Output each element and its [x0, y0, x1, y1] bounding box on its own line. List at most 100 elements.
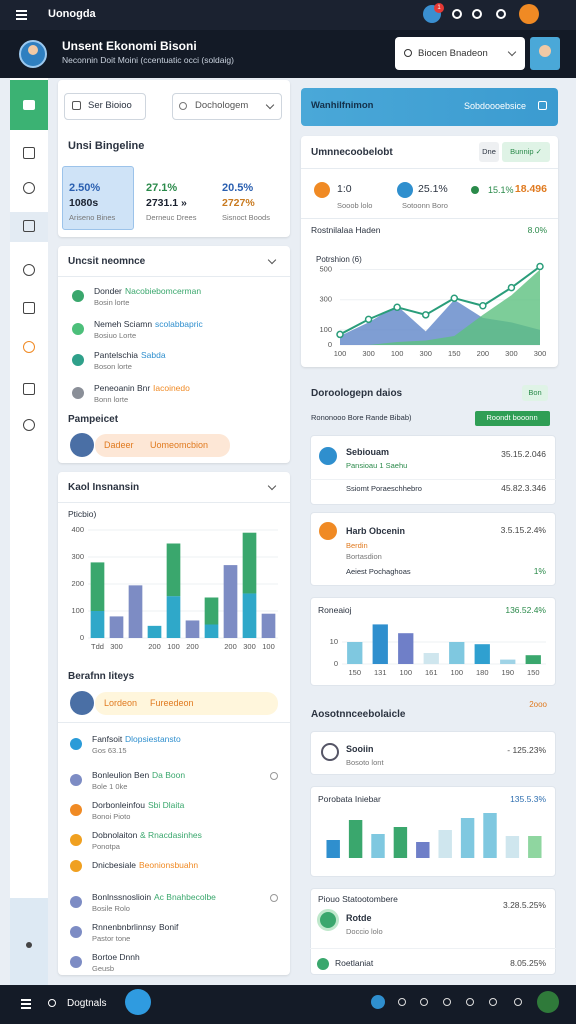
card [310, 435, 556, 505]
banner-action[interactable]: Sobdoooebsice [463, 101, 526, 111]
button[interactable] [502, 142, 550, 162]
item-title: Bonleulion Ben [92, 770, 150, 781]
item-title: Rnnenbnbrlinnsy [92, 922, 156, 933]
list-icon [72, 323, 84, 335]
item-title: Dnicbesiale [92, 860, 136, 871]
divider [58, 502, 290, 503]
icon-button[interactable] [466, 998, 474, 1006]
icon-button[interactable] [420, 998, 428, 1006]
list-icon [70, 926, 82, 938]
stat-card-active[interactable] [62, 166, 134, 230]
menu-icon [21, 1007, 31, 1009]
banner-icon [538, 101, 547, 110]
metric-icon [314, 182, 330, 198]
nav-icon[interactable] [23, 220, 35, 232]
card-sub: Bosoto lont [346, 757, 384, 767]
icon-button[interactable] [452, 9, 462, 19]
nav-icon[interactable] [23, 147, 35, 159]
icon-button[interactable] [496, 9, 506, 19]
button-label[interactable]: Dne [482, 146, 496, 156]
badge [434, 3, 444, 13]
nav-icon[interactable] [26, 942, 32, 948]
item-sub: Bosin lorte [94, 297, 130, 307]
item-accent: Sabda [141, 350, 166, 361]
nav-icon[interactable] [23, 341, 35, 353]
radio[interactable] [270, 772, 278, 780]
button[interactable] [479, 142, 499, 162]
nav-icon[interactable] [23, 302, 35, 314]
nav-icon[interactable] [23, 383, 35, 395]
icon-button[interactable] [489, 998, 497, 1006]
card-row: Aeiest Pochaghoas [346, 566, 411, 576]
sidebar-footer [10, 898, 48, 985]
radio[interactable] [270, 894, 278, 902]
card-title: Sooiin [346, 744, 374, 754]
stat-value: 1080s [69, 197, 99, 210]
item-accent: Dlopsiestansto [125, 734, 181, 745]
menu-icon [16, 10, 27, 12]
item-title: Bortoe Dnnh [92, 952, 140, 963]
section-title: Berafnn Iiteys [68, 670, 135, 682]
item-sub: Geusb [92, 963, 115, 973]
list-icon [70, 956, 82, 968]
menu-icon [16, 18, 27, 20]
profile-name: Dadeer [104, 440, 134, 450]
card-icon [319, 447, 337, 465]
search-input[interactable] [395, 37, 525, 70]
card-icon [317, 958, 329, 970]
axis-label: Pticbio) [68, 509, 97, 520]
banner-title: Wanhilfnimon [311, 99, 374, 111]
card-icon [321, 743, 339, 761]
badge-label: Bon [528, 387, 542, 397]
icon-button[interactable] [443, 998, 451, 1006]
section-title: Doroologepn daios [311, 387, 403, 399]
subtitle: Rostnilalaa Haden [311, 225, 381, 236]
item-accent: Nacobiebomcerman [125, 286, 202, 297]
card-title: Porobata Iniebar [318, 794, 381, 805]
card-title: Rotde [346, 913, 372, 923]
stat-value: 2731.1 » [146, 197, 187, 210]
icon-button[interactable] [371, 995, 385, 1009]
nav-icon[interactable] [23, 182, 35, 194]
search-text: Ser Bioioo [88, 99, 132, 111]
card-row-value: 45.82.3.346 [501, 483, 546, 494]
stat-note: Sisnoct Boods [222, 212, 270, 222]
stat-change: 20.5% [222, 182, 254, 194]
card-value: 35.15.2.046 [501, 449, 546, 460]
avatar-face [28, 45, 38, 55]
list-icon [70, 860, 82, 872]
bottom-bar [0, 985, 576, 1024]
dropdown[interactable] [172, 93, 282, 120]
divider [58, 276, 290, 277]
stat-change: 27.1% [146, 182, 178, 194]
user-avatar[interactable] [537, 991, 559, 1013]
badge[interactable] [522, 385, 548, 401]
profile-tag: Fureedeon [150, 698, 194, 708]
divider [58, 722, 290, 723]
filter-badge[interactable] [475, 411, 550, 426]
card-value: 135.5.3% [510, 794, 546, 805]
profile-pill[interactable] [95, 434, 230, 457]
search-icon[interactable] [48, 999, 56, 1007]
profile-pill[interactable] [95, 692, 278, 715]
list-icon [72, 354, 84, 366]
section-action[interactable]: 2ooo [529, 699, 547, 709]
nav-icon[interactable] [23, 264, 35, 276]
user-avatar[interactable] [519, 4, 539, 24]
card-title: Sebiouam [346, 447, 390, 457]
section-title: Umnnecoobelobt [311, 146, 393, 158]
icon-button[interactable] [472, 9, 482, 19]
stat-value: 2727% [222, 197, 255, 210]
divider [301, 168, 558, 169]
nav-icon[interactable] [23, 419, 35, 431]
app-title: Uonogda [48, 8, 96, 20]
icon-button[interactable] [514, 998, 522, 1006]
button-label[interactable]: Bunnip ✓ [510, 146, 542, 156]
bottom-label: Dogtnals [67, 997, 107, 1009]
metric-value: 1:0 [337, 183, 352, 196]
action-button[interactable] [125, 989, 151, 1015]
page-subtitle: Neconnin Doit Moini (ccentuatic occi (so… [62, 55, 234, 66]
filter-label: Rononooo Bore Rande Bibab) [311, 412, 412, 422]
item-sub: Gos 63.15 [92, 745, 127, 755]
icon-button[interactable] [398, 998, 406, 1006]
